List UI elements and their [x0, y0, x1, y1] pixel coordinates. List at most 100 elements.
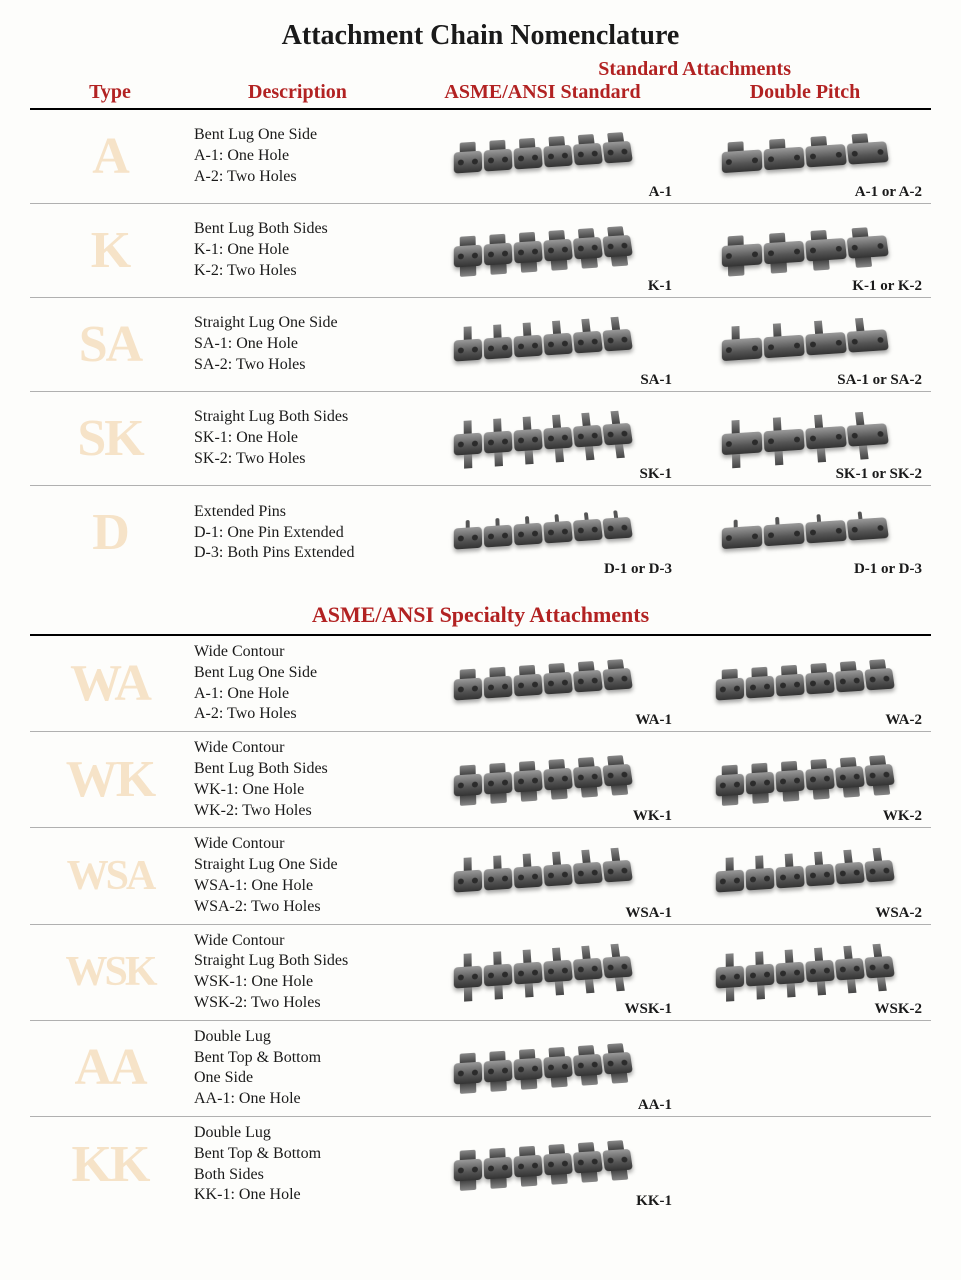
- description-line: SA-1: One Hole: [194, 334, 401, 355]
- table-row: WSAWide ContourStraight Lug One SideWSA-…: [30, 828, 931, 924]
- image-cell-2: [680, 1021, 930, 1116]
- description-line: Wide Contour: [194, 642, 401, 663]
- type-cell: AA: [30, 1021, 190, 1116]
- image-cell-2: K-1 or K-2: [680, 204, 930, 297]
- type-letter: KK: [72, 1139, 149, 1191]
- description-line: Both Sides: [194, 1165, 401, 1186]
- description-line: K-1: One Hole: [194, 240, 401, 261]
- type-cell: SA: [30, 298, 190, 391]
- description-cell: Double LugBent Top & BottomBoth SidesKK-…: [190, 1117, 405, 1212]
- chain-graphic: [453, 667, 632, 700]
- description-line: WSK-1: One Hole: [194, 972, 401, 993]
- description-line: SA-2: Two Holes: [194, 355, 401, 376]
- header-double-pitch: Double Pitch: [680, 81, 930, 104]
- type-letter: SA: [79, 319, 141, 371]
- type-cell: WSA: [30, 828, 190, 923]
- description-line: SK-1: One Hole: [194, 428, 401, 449]
- image-cell-1: WSK-1: [405, 925, 680, 1020]
- image-caption: KK-1: [636, 1193, 672, 1210]
- description-line: Wide Contour: [194, 738, 401, 759]
- type-letter: AA: [74, 1042, 145, 1094]
- image-caption: WSA-2: [875, 905, 922, 922]
- image-caption: AA-1: [638, 1097, 672, 1114]
- image-caption: WA-2: [885, 712, 922, 729]
- description-line: WSK-2: Two Holes: [194, 993, 401, 1014]
- description-cell: Wide ContourBent Lug Both SidesWK-1: One…: [190, 732, 405, 827]
- image-caption: WSK-1: [624, 1001, 672, 1018]
- image-cell-1: WK-1: [405, 732, 680, 827]
- description-line: Bent Top & Bottom: [194, 1144, 401, 1165]
- description-line: A-2: Two Holes: [194, 167, 401, 188]
- table-row: AADouble LugBent Top & BottomOne SideAA-…: [30, 1021, 931, 1117]
- table-row: WKWide ContourBent Lug Both SidesWK-1: O…: [30, 732, 931, 828]
- table-row: WAWide ContourBent Lug One SideA-1: One …: [30, 636, 931, 732]
- description-line: Wide Contour: [194, 834, 401, 855]
- image-cell-1: AA-1: [405, 1021, 680, 1116]
- description-line: Bent Top & Bottom: [194, 1048, 401, 1069]
- table-row: WSKWide ContourStraight Lug Both SidesWS…: [30, 925, 931, 1021]
- description-line: Straight Lug One Side: [194, 855, 401, 876]
- type-letter: D: [92, 507, 128, 559]
- image-cell-1: SK-1: [405, 392, 680, 485]
- chain-graphic: [722, 423, 889, 455]
- description-line: Wide Contour: [194, 931, 401, 952]
- type-letter: SK: [77, 413, 142, 465]
- image-cell-2: WSA-2: [680, 828, 930, 923]
- type-cell: WK: [30, 732, 190, 827]
- super-header-row: Standard Attachments: [30, 58, 931, 81]
- description-cell: Bent Lug One SideA-1: One HoleA-2: Two H…: [190, 110, 405, 203]
- type-letter: WA: [70, 658, 150, 710]
- chain-graphic: [453, 860, 632, 893]
- column-headers: Type Description ASME/ANSI Standard Doub…: [30, 81, 931, 110]
- image-cell-1: WSA-1: [405, 828, 680, 923]
- chain-graphic: [722, 141, 889, 173]
- type-cell: A: [30, 110, 190, 203]
- description-line: D-1: One Pin Extended: [194, 523, 401, 544]
- image-caption: A-1: [649, 184, 672, 201]
- description-line: WK-2: Two Holes: [194, 801, 401, 822]
- image-cell-1: D-1 or D-3: [405, 486, 680, 580]
- description-line: AA-1: One Hole: [194, 1089, 401, 1110]
- table-row: DExtended PinsD-1: One Pin ExtendedD-3: …: [30, 486, 931, 580]
- image-caption: SA-1: [640, 372, 672, 389]
- image-caption: WK-2: [883, 808, 922, 825]
- image-cell-2: A-1 or A-2: [680, 110, 930, 203]
- standard-section: A Bent Lug One SideA-1: One HoleA-2: Two …: [30, 110, 931, 580]
- image-caption: K-1 or K-2: [852, 278, 922, 295]
- super-header-text: Standard Attachments: [598, 58, 791, 81]
- header-type: Type: [30, 81, 190, 104]
- image-cell-1: K-1: [405, 204, 680, 297]
- description-line: Extended Pins: [194, 502, 401, 523]
- image-cell-2: WSK-2: [680, 925, 930, 1020]
- image-caption: K-1: [648, 278, 672, 295]
- image-caption: D-1 or D-3: [854, 561, 922, 578]
- description-line: Double Lug: [194, 1027, 401, 1048]
- image-caption: WSK-2: [874, 1001, 922, 1018]
- type-letter: WSA: [67, 855, 154, 897]
- description-line: WSA-2: Two Holes: [194, 897, 401, 918]
- table-row: KBent Lug Both SidesK-1: One HoleK-2: Tw…: [30, 204, 931, 298]
- image-cell-2: [680, 1117, 930, 1212]
- description-line: Straight Lug Both Sides: [194, 951, 401, 972]
- chain-graphic: [453, 234, 632, 267]
- image-caption: SK-1: [639, 466, 672, 483]
- chain-graphic: [453, 517, 632, 550]
- table-row: KK Double LugBent Top & BottomBoth SidesK…: [30, 1117, 931, 1212]
- chain-graphic: [453, 764, 632, 797]
- image-caption: A-1 or A-2: [855, 184, 922, 201]
- image-cell-1: SA-1: [405, 298, 680, 391]
- page-title: Attachment Chain Nomenclature: [30, 20, 931, 52]
- image-caption: SK-1 or SK-2: [836, 466, 922, 483]
- type-cell: KK: [30, 1117, 190, 1212]
- type-cell: SK: [30, 392, 190, 485]
- chain-graphic: [716, 860, 895, 893]
- description-cell: Wide ContourStraight Lug One SideWSA-1: …: [190, 828, 405, 923]
- image-cell-2: D-1 or D-3: [680, 486, 930, 580]
- chain-graphic: [716, 956, 895, 989]
- description-line: Bent Lug Both Sides: [194, 219, 401, 240]
- type-letter: A: [92, 131, 128, 183]
- chain-graphic: [453, 422, 632, 455]
- description-line: A-1: One Hole: [194, 146, 401, 167]
- description-line: SK-2: Two Holes: [194, 449, 401, 470]
- description-line: A-1: One Hole: [194, 684, 401, 705]
